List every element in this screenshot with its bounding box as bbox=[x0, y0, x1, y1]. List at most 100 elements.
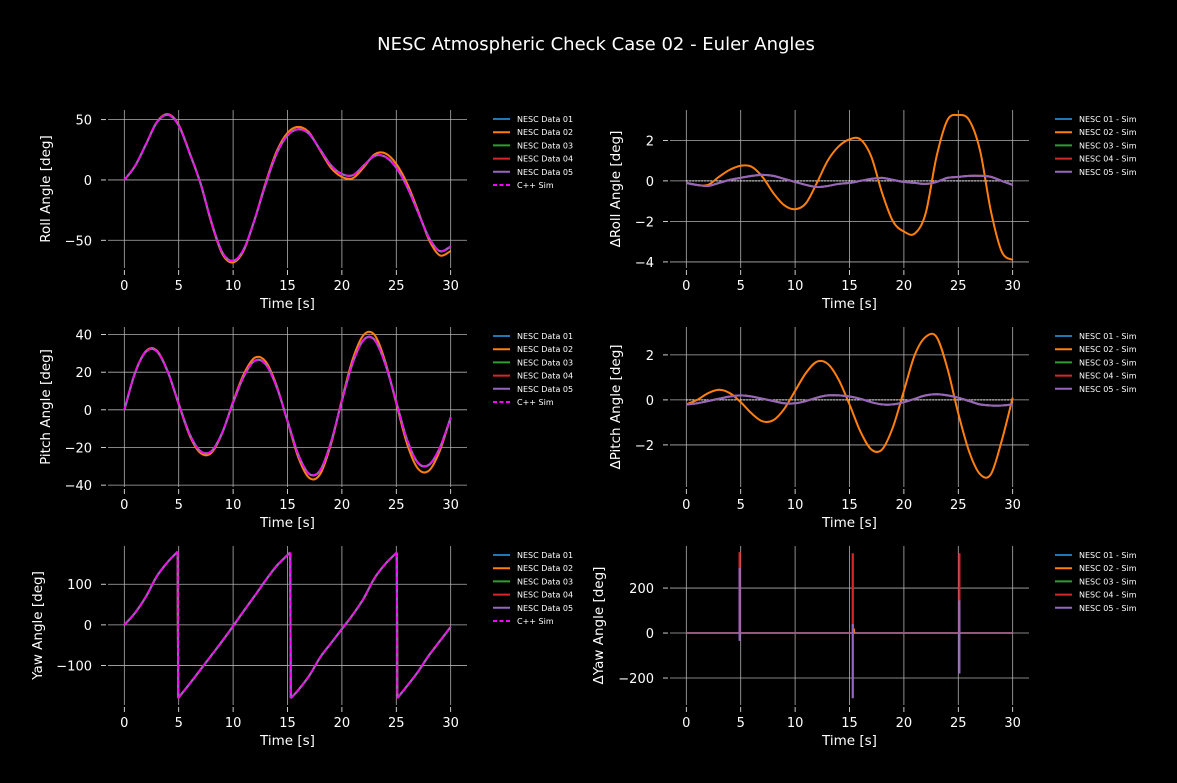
x-tick-label: 20 bbox=[334, 498, 351, 513]
y-tick-label: −2 bbox=[635, 215, 654, 230]
x-tick-label: 15 bbox=[279, 498, 296, 513]
x-tick-label: 25 bbox=[388, 716, 405, 731]
y-tick-label: 0 bbox=[646, 627, 654, 642]
legend-label: NESC 01 - Sim bbox=[1079, 551, 1137, 560]
subplot-roll: 0 5 10 15 20 25 30 −50 0 50 Time [s] Roll Angle [de… bbox=[38, 110, 573, 312]
x-tick-label: 10 bbox=[787, 716, 804, 731]
x-tick-label: 0 bbox=[682, 716, 690, 731]
legend-item: NESC 04 - Sim bbox=[1055, 591, 1137, 600]
legend-item: NESC Data 03 bbox=[493, 141, 573, 150]
legend: NESC 01 - Sim NESC 02 - Sim NESC 03 - Sim N… bbox=[1055, 551, 1137, 613]
legend-label: NESC Data 02 bbox=[517, 128, 573, 137]
x-tick-label: 10 bbox=[225, 279, 242, 294]
legend-item: NESC 05 - Sim bbox=[1055, 168, 1137, 177]
legend-item: NESC Data 02 bbox=[493, 128, 573, 137]
y-tick-label: 50 bbox=[75, 114, 92, 129]
x-tick-label: 5 bbox=[737, 279, 745, 294]
x-tick-label: 10 bbox=[225, 498, 242, 513]
y-tick-label: −2 bbox=[635, 439, 654, 454]
x-axis-label: Time [s] bbox=[821, 296, 877, 312]
x-tick-label: 20 bbox=[334, 279, 351, 294]
y-tick-label: 0 bbox=[646, 394, 654, 409]
y-tick-label: 0 bbox=[646, 175, 654, 190]
legend-label: NESC Data 03 bbox=[517, 358, 573, 367]
legend-item: NESC Data 04 bbox=[493, 372, 573, 381]
x-tick-label: 15 bbox=[279, 716, 296, 731]
y-tick-label: 200 bbox=[629, 582, 654, 597]
x-tick-label: 30 bbox=[1004, 279, 1021, 294]
x-tick-label: 25 bbox=[388, 279, 405, 294]
legend-item: C++ Sim bbox=[493, 181, 554, 190]
y-tick-label: 100 bbox=[67, 578, 92, 593]
subplot-dpitch: 0 5 10 15 20 25 30 −2 0 2 Time [s] ΔPitch Angle [de… bbox=[608, 327, 1137, 531]
legend-label: NESC 01 - Sim bbox=[1079, 115, 1137, 124]
x-tick-label: 25 bbox=[950, 279, 967, 294]
legend: NESC Data 01 NESC Data 02 NESC Data 03 NESC… bbox=[493, 115, 573, 190]
legend-label: NESC Data 04 bbox=[517, 155, 573, 164]
legend-label: NESC Data 05 bbox=[517, 604, 573, 613]
x-tick-label: 0 bbox=[120, 498, 128, 513]
subplot-yaw: 0 5 10 15 20 25 30 −100 0 100 Time [s] Yaw Angle [d… bbox=[30, 546, 573, 749]
x-tick-label: 30 bbox=[442, 279, 459, 294]
legend-item: NESC Data 05 bbox=[493, 168, 573, 177]
legend-label: NESC Data 02 bbox=[517, 345, 573, 354]
y-axis-label: Roll Angle [deg] bbox=[38, 135, 54, 243]
legend-item: NESC Data 03 bbox=[493, 358, 573, 367]
x-tick-label: 20 bbox=[334, 716, 351, 731]
legend-item: NESC 05 - Sim bbox=[1055, 604, 1137, 613]
x-tick-label: 30 bbox=[442, 716, 459, 731]
legend-item: NESC Data 04 bbox=[493, 155, 573, 164]
x-axis-label: Time [s] bbox=[259, 733, 315, 749]
x-tick-label: 5 bbox=[737, 498, 745, 513]
subplot-droll: 0 5 10 15 20 25 30 −4 −2 0 2 Time [s] ΔRoll Angle [d… bbox=[608, 110, 1137, 312]
legend-label: C++ Sim bbox=[517, 181, 554, 190]
legend-label: NESC 05 - Sim bbox=[1079, 385, 1137, 394]
x-tick-label: 10 bbox=[787, 498, 804, 513]
x-tick-label: 20 bbox=[896, 498, 913, 513]
legend-item: NESC Data 02 bbox=[493, 564, 573, 573]
legend-label: NESC 04 - Sim bbox=[1079, 155, 1137, 164]
legend-item: NESC Data 01 bbox=[493, 115, 573, 124]
x-tick-label: 5 bbox=[175, 716, 183, 731]
legend-label: NESC Data 03 bbox=[517, 141, 573, 150]
series-nesc-02-sim bbox=[686, 113, 1014, 261]
x-axis-label: Time [s] bbox=[259, 296, 315, 312]
legend-label: NESC 04 - Sim bbox=[1079, 591, 1137, 600]
y-tick-label: 2 bbox=[646, 349, 654, 364]
x-tick-label: 25 bbox=[388, 498, 405, 513]
legend-item: NESC Data 03 bbox=[493, 577, 573, 586]
legend-label: NESC 05 - Sim bbox=[1079, 168, 1137, 177]
legend-label: NESC Data 05 bbox=[517, 385, 573, 394]
legend-item: NESC Data 05 bbox=[493, 604, 573, 613]
x-tick-label: 15 bbox=[841, 498, 858, 513]
legend: NESC Data 01 NESC Data 02 NESC Data 03 NESC… bbox=[493, 332, 573, 407]
y-tick-label: 40 bbox=[75, 329, 92, 344]
x-tick-label: 0 bbox=[120, 279, 128, 294]
legend-item: NESC 04 - Sim bbox=[1055, 155, 1137, 164]
y-tick-label: 0 bbox=[84, 404, 92, 419]
legend-item: NESC Data 05 bbox=[493, 385, 573, 394]
legend-label: NESC 04 - Sim bbox=[1079, 372, 1137, 381]
x-tick-label: 0 bbox=[120, 716, 128, 731]
legend-label: C++ Sim bbox=[517, 398, 554, 407]
subplot-pitch: 0 5 10 15 20 25 30 −40 −20 0 20 40 Time [s] Pitch Ang… bbox=[38, 327, 573, 531]
x-tick-label: 10 bbox=[787, 279, 804, 294]
y-tick-label: −50 bbox=[65, 234, 92, 249]
legend-label: NESC 02 - Sim bbox=[1079, 128, 1137, 137]
legend-item: C++ Sim bbox=[493, 617, 554, 626]
legend-item: NESC 02 - Sim bbox=[1055, 345, 1137, 354]
legend-label: NESC Data 01 bbox=[517, 332, 573, 341]
legend-label: NESC 03 - Sim bbox=[1079, 577, 1137, 586]
legend: NESC 01 - Sim NESC 02 - Sim NESC 03 - Sim N… bbox=[1055, 115, 1137, 177]
legend-item: NESC 03 - Sim bbox=[1055, 141, 1137, 150]
y-axis-label: Yaw Angle [deg] bbox=[30, 571, 46, 681]
series-cpp-sim bbox=[123, 551, 452, 699]
y-tick-label: 0 bbox=[84, 174, 92, 189]
x-tick-label: 10 bbox=[225, 716, 242, 731]
legend-label: NESC Data 01 bbox=[517, 115, 573, 124]
x-tick-label: 20 bbox=[896, 716, 913, 731]
legend-label: NESC 03 - Sim bbox=[1079, 358, 1137, 367]
subplot-dyaw: 0 5 10 15 20 25 30 −200 0 200 Time [s] ΔYaw Angle [… bbox=[591, 546, 1137, 749]
x-axis-label: Time [s] bbox=[259, 515, 315, 531]
